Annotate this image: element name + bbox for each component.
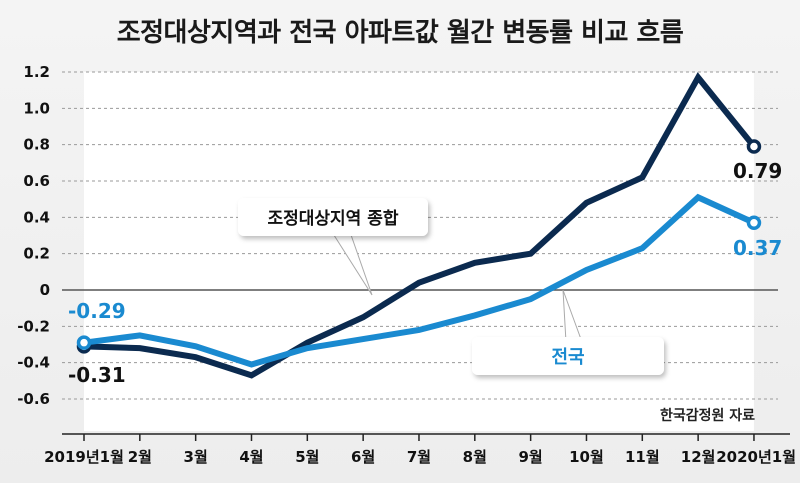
x-tick-label: 2020년1월 [716, 448, 796, 466]
y-tick-label: -0.6 [17, 390, 50, 408]
source-note: 한국감정원 자료 [660, 407, 755, 424]
chart-title: 조정대상지역과 전국 아파트값 월간 변동률 비교 흐름 [116, 18, 684, 48]
x-tick-label: 4월 [239, 448, 263, 466]
x-tick-label: 8월 [463, 448, 487, 466]
y-tick-label: 0.6 [23, 172, 50, 190]
series-markers [76, 139, 762, 354]
plot-background [84, 72, 754, 431]
dark-end-value: 0.79 [733, 159, 782, 183]
x-tick-label: 11월 [625, 448, 660, 466]
light-end-value: 0.37 [733, 236, 782, 260]
data-point-marker [76, 335, 92, 350]
y-axis-ticks: 1.2 1.0 0.8 0.6 0.4 0.2 0 -0.2 -0.4 -0.6 [17, 63, 50, 408]
x-tick-label: 9월 [519, 448, 543, 466]
series-line-adjusted-areas [81, 72, 757, 379]
x-tick-label: 10월 [569, 448, 604, 466]
y-tick-label: 0.4 [23, 208, 50, 226]
x-tick-label: 6월 [351, 448, 375, 466]
y-tick-label: 1.0 [23, 99, 50, 117]
dark-callout-label: 조정대상지역 종합 [267, 208, 398, 229]
dark-callout-box [238, 198, 428, 236]
x-tick-label: 5월 [295, 448, 319, 466]
dark-start-value: -0.31 [68, 363, 126, 387]
y-tick-label: -0.4 [17, 354, 50, 372]
light-start-value: -0.29 [68, 299, 126, 323]
series-line-nationwide [81, 193, 757, 368]
y-tick-label: 0.2 [23, 245, 50, 263]
light-callout-label: 전국 [551, 347, 584, 368]
y-tick-label: 0 [40, 281, 50, 299]
x-axis: 2019년1월 2월 3월 4월 5월 6월 7월 8월 9월 10월 11월 12월 2020년1월 [44, 433, 796, 466]
x-tick-label: 2019년1월 [44, 448, 124, 466]
x-tick-label: 2월 [128, 448, 152, 466]
y-tick-label: 1.2 [23, 63, 50, 81]
end-value-labels: -0.31 0.79 -0.29 0.37 [68, 159, 782, 387]
series-lines [81, 72, 757, 379]
x-tick-label: 7월 [407, 448, 431, 466]
callouts: 조정대상지역 종합 전국 [238, 198, 664, 375]
light-callout-box [472, 337, 664, 375]
x-tick-label: 3월 [184, 448, 208, 466]
data-point-marker [746, 139, 762, 154]
x-tick-label: 12월 [681, 448, 716, 466]
y-tick-label: 0.8 [23, 136, 50, 154]
data-point-marker [746, 215, 762, 231]
y-tick-label: -0.2 [17, 317, 50, 335]
